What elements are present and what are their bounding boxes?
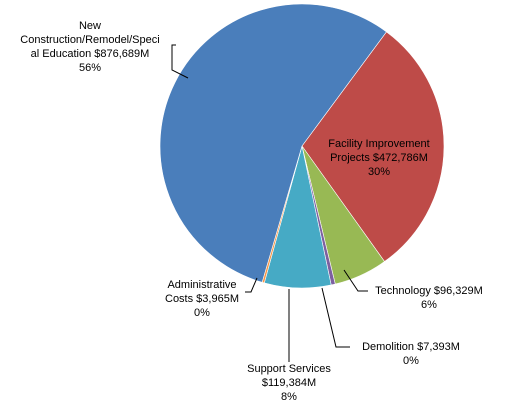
slice-label-new-construction: New Construction/Remodel/Speci al Educat… [20, 20, 160, 74]
pie-slice-new-construction-remodel-special-education [159, 3, 387, 283]
leader-line-technology [343, 269, 368, 292]
slice-label-demolition: Demolition $7,393M 0% [362, 341, 460, 367]
pie-slice-facility-improvement-projects [301, 31, 445, 262]
slice-label-administrative-costs: Administrative Costs $3,965M 0% [165, 279, 239, 319]
slice-label-technology: Technology $96,329M 6% [375, 285, 483, 311]
slice-label-facility-improvement: Facility Improvement Projects $472,786M … [328, 138, 430, 178]
leader-line-new-construction [171, 44, 189, 79]
leader-line-administrative [245, 277, 258, 293]
slice-label-support-services: Support Services $119,384M 8% [247, 363, 331, 403]
leader-line-demolition [321, 287, 350, 348]
